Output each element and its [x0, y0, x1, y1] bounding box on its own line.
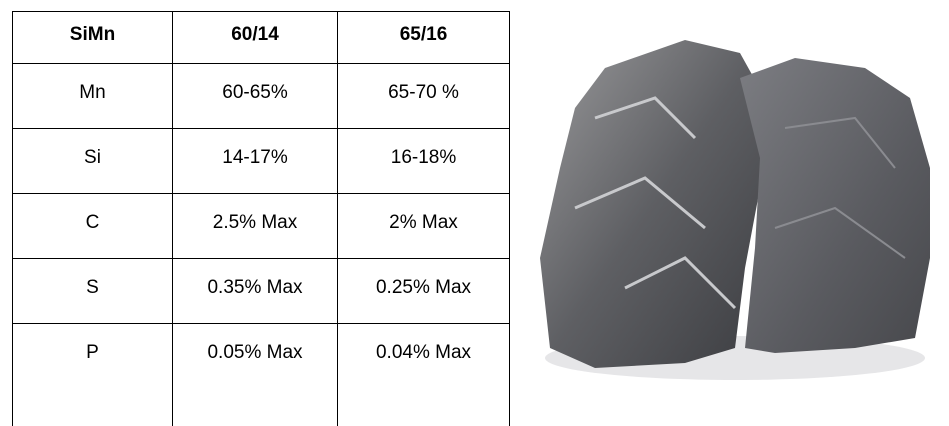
- table-cell: Si: [12, 128, 173, 194]
- table-cell: 0.25% Max: [337, 258, 510, 324]
- table-cell: P: [12, 323, 173, 426]
- table-cell: 0.35% Max: [172, 258, 338, 324]
- table-cell: 2% Max: [337, 193, 510, 259]
- table-cell: 0.04% Max: [337, 323, 510, 426]
- table-cell: 16-18%: [337, 128, 510, 194]
- table-cell: Mn: [12, 63, 173, 129]
- table-row: P 0.05% Max 0.04% Max: [12, 323, 940, 426]
- table-row: Mn 60-65% 65-70 %: [12, 63, 940, 129]
- table-cell: C: [12, 193, 173, 259]
- table-row: C 2.5% Max 2% Max: [12, 193, 940, 259]
- table-cell: SiMn: [12, 11, 173, 64]
- table-cell: 14-17%: [172, 128, 338, 194]
- table-cell: 60/14: [172, 11, 338, 64]
- table-cell: 65-70 %: [337, 63, 510, 129]
- table-cell: 60-65%: [172, 63, 338, 129]
- table-cell: 2.5% Max: [172, 193, 338, 259]
- rock-photo: [540, 40, 930, 380]
- table-cell: 65/16: [337, 11, 510, 64]
- table-row: S 0.35% Max 0.25% Max: [12, 258, 940, 324]
- table-cell: S: [12, 258, 173, 324]
- table-row: Si 14-17% 16-18%: [12, 128, 940, 194]
- table-cell: 0.05% Max: [172, 323, 338, 426]
